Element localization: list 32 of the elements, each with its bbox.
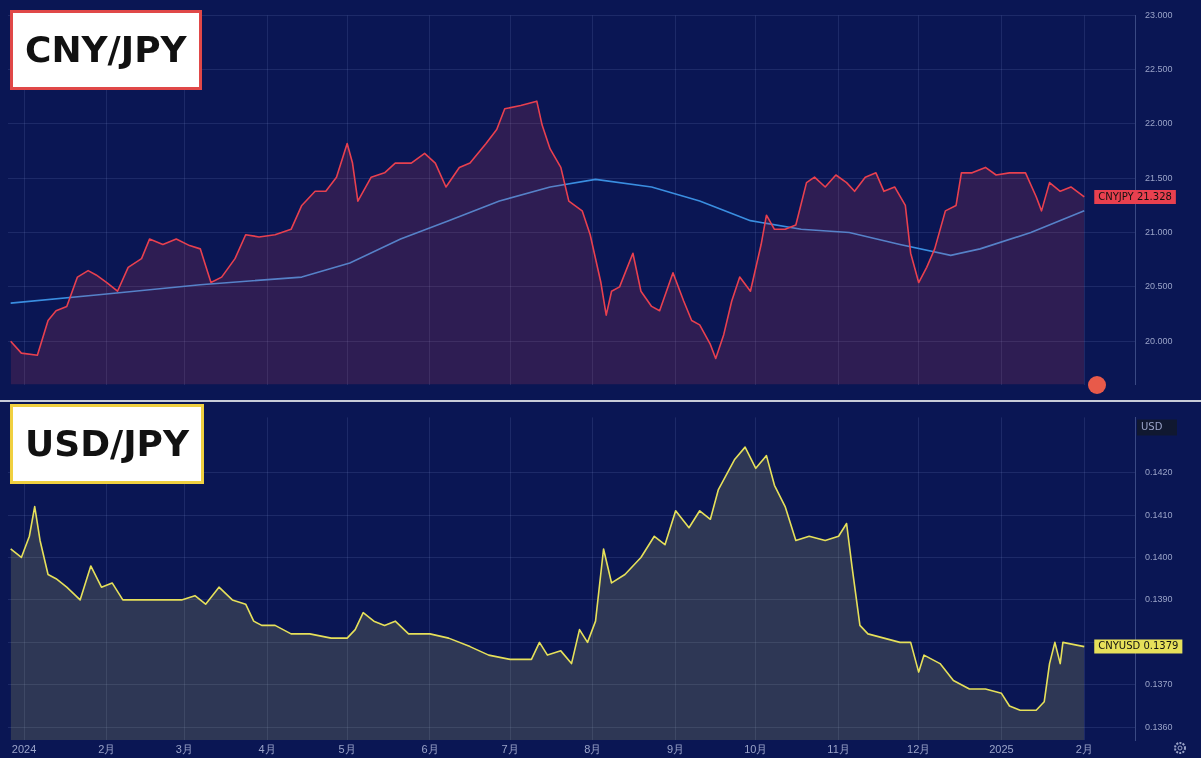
x-tick-label: 11月 [827, 742, 850, 755]
x-tick-label: 7月 [501, 742, 519, 755]
chart-title: USD/JPY [10, 404, 205, 484]
x-tick-label: 4月 [258, 742, 276, 755]
x-tick-label: 8月 [584, 742, 602, 755]
chart-title: CNY/JPY [10, 10, 202, 90]
y-tick-label: 23.000 [1145, 9, 1173, 20]
x-tick-label: 2024 [11, 742, 37, 755]
y-tick-label: 21.000 [1145, 227, 1173, 238]
y-axis-title: USD [1141, 420, 1163, 432]
y-tick-label: 0.1390 [1145, 594, 1173, 605]
y-tick-label: 0.1370 [1145, 679, 1173, 690]
y-tick-label: 22.000 [1145, 118, 1173, 129]
x-tick-label: 2月 [1075, 742, 1093, 755]
y-tick-label: 0.1420 [1145, 467, 1173, 478]
x-tick-label: 2月 [98, 742, 116, 755]
x-tick-label: 5月 [338, 742, 356, 755]
annotation: CNYUSD 0.1379 [1098, 640, 1179, 652]
y-tick-label: 20.000 [1145, 335, 1173, 346]
y-tick-label: 22.500 [1145, 64, 1173, 75]
x-tick-label: 12月 [907, 742, 931, 755]
x-tick-label: 2025 [989, 742, 1014, 755]
y-tick-label: 0.1360 [1145, 721, 1173, 732]
y-tick-label: 21.500 [1145, 172, 1173, 183]
y-tick-label: 20.500 [1145, 281, 1173, 292]
x-tick-label: 3月 [175, 742, 193, 755]
y-tick-label: 0.1410 [1145, 509, 1173, 520]
y-tick-label: 0.1400 [1145, 551, 1173, 562]
annotation: CNYJPY 21.328 [1098, 190, 1172, 202]
x-tick-label: 10月 [744, 742, 768, 755]
x-tick-label: 6月 [421, 742, 439, 755]
x-tick-label: 9月 [667, 742, 685, 755]
